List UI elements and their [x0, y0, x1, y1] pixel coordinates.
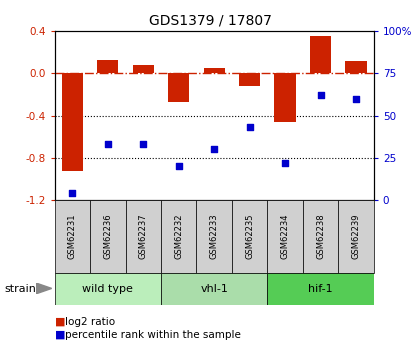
Bar	[268, 273, 374, 305]
Text: GSM62234: GSM62234	[281, 214, 290, 259]
Bar	[339, 200, 374, 273]
Bar	[310, 36, 331, 73]
Bar	[268, 200, 303, 273]
Bar	[55, 273, 161, 305]
Text: strain: strain	[4, 284, 36, 294]
Bar	[232, 200, 268, 273]
Bar	[345, 61, 367, 73]
Point	[317, 92, 324, 98]
Text: GDS1379 / 17807: GDS1379 / 17807	[149, 14, 271, 28]
Point	[282, 160, 289, 166]
Text: GSM62238: GSM62238	[316, 214, 325, 259]
Text: wild type: wild type	[82, 284, 133, 294]
Bar	[168, 73, 189, 102]
Point	[176, 164, 182, 169]
Text: log2 ratio: log2 ratio	[65, 317, 115, 326]
Text: percentile rank within the sample: percentile rank within the sample	[65, 330, 241, 339]
Bar	[97, 60, 118, 73]
Bar	[161, 273, 268, 305]
Text: GSM62233: GSM62233	[210, 214, 219, 259]
Point	[353, 96, 360, 101]
Point	[211, 147, 218, 152]
Bar	[133, 65, 154, 73]
Text: vhl-1: vhl-1	[200, 284, 228, 294]
Bar	[204, 68, 225, 73]
Point	[246, 125, 253, 130]
Polygon shape	[36, 283, 52, 294]
Text: ■: ■	[55, 330, 65, 339]
Point	[140, 141, 147, 147]
Bar	[275, 73, 296, 122]
Bar	[239, 73, 260, 86]
Bar	[303, 200, 339, 273]
Text: GSM62236: GSM62236	[103, 214, 112, 259]
Bar	[161, 200, 197, 273]
Bar	[62, 73, 83, 170]
Text: GSM62239: GSM62239	[352, 214, 360, 259]
Bar	[90, 200, 126, 273]
Point	[105, 141, 111, 147]
Bar	[126, 200, 161, 273]
Bar	[55, 200, 90, 273]
Text: GSM62231: GSM62231	[68, 214, 77, 259]
Text: hif-1: hif-1	[308, 284, 333, 294]
Point	[69, 190, 76, 196]
Text: GSM62232: GSM62232	[174, 214, 183, 259]
Text: GSM62237: GSM62237	[139, 214, 148, 259]
Text: ■: ■	[55, 317, 65, 326]
Bar	[197, 200, 232, 273]
Text: GSM62235: GSM62235	[245, 214, 254, 259]
